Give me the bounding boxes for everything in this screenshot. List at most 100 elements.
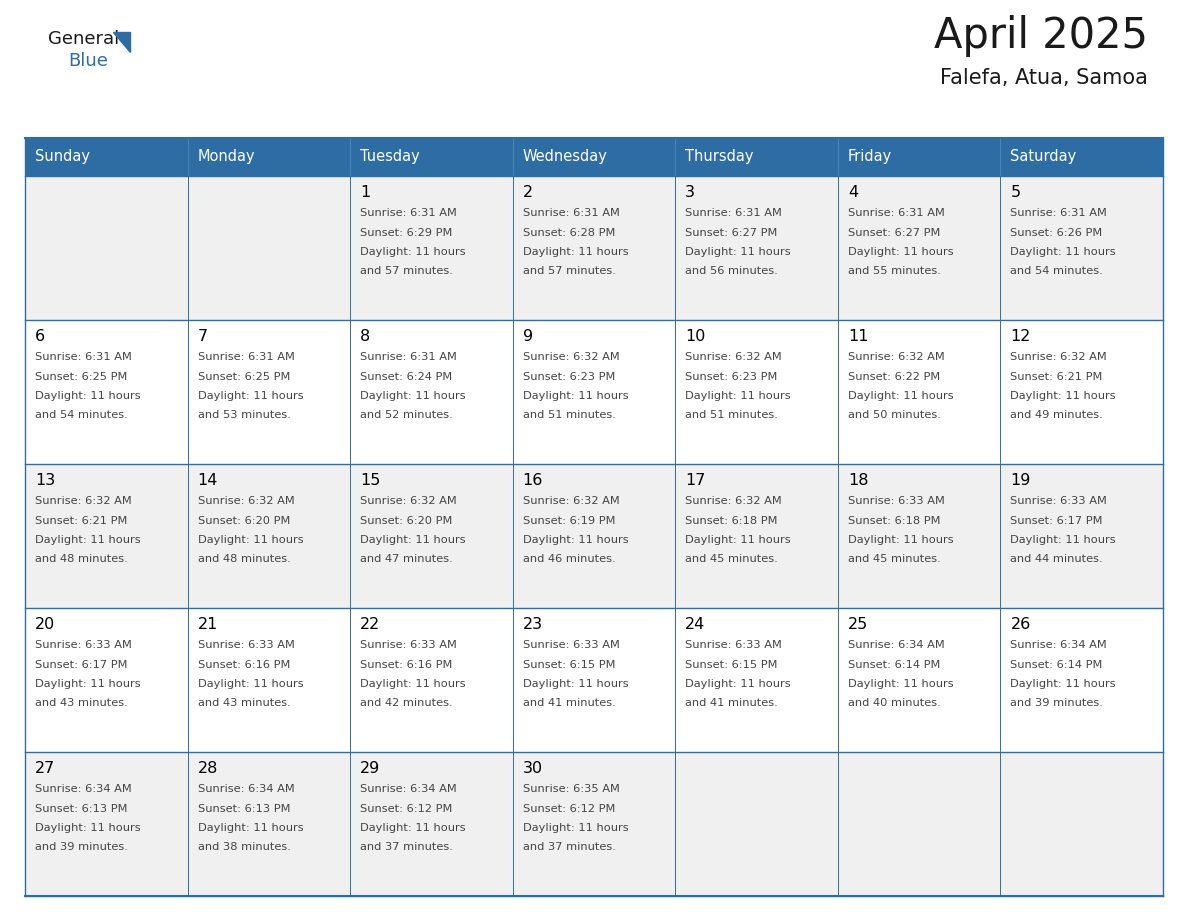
Text: Sunset: 6:20 PM: Sunset: 6:20 PM [360,516,453,525]
Text: Sunset: 6:23 PM: Sunset: 6:23 PM [523,372,615,382]
Bar [188,320,350,464]
Text: and 57 minutes.: and 57 minutes. [523,266,615,276]
Bar [1000,608,1163,752]
Bar [350,138,513,176]
Text: Sunset: 6:27 PM: Sunset: 6:27 PM [685,228,778,238]
Text: Sunrise: 6:32 AM: Sunrise: 6:32 AM [523,352,619,362]
Text: and 51 minutes.: and 51 minutes. [523,410,615,420]
Bar [838,138,1000,176]
Text: 1: 1 [360,185,371,200]
Text: Sunrise: 6:33 AM: Sunrise: 6:33 AM [523,640,620,650]
Text: Sunrise: 6:34 AM: Sunrise: 6:34 AM [197,784,295,794]
Text: Sunset: 6:16 PM: Sunset: 6:16 PM [197,659,290,669]
Text: Sunset: 6:13 PM: Sunset: 6:13 PM [197,803,290,813]
Text: Sunrise: 6:32 AM: Sunrise: 6:32 AM [197,496,295,506]
Text: Daylight: 11 hours: Daylight: 11 hours [848,391,954,401]
Bar [675,320,838,464]
Text: Sunrise: 6:31 AM: Sunrise: 6:31 AM [523,208,620,218]
Bar [675,138,838,176]
Text: Daylight: 11 hours: Daylight: 11 hours [685,391,791,401]
Text: Daylight: 11 hours: Daylight: 11 hours [360,247,466,257]
Text: Sunrise: 6:33 AM: Sunrise: 6:33 AM [360,640,457,650]
Text: and 39 minutes.: and 39 minutes. [34,843,128,853]
Text: Sunset: 6:29 PM: Sunset: 6:29 PM [360,228,453,238]
Text: 9: 9 [523,329,533,344]
Text: Sunrise: 6:31 AM: Sunrise: 6:31 AM [197,352,295,362]
Text: and 38 minutes.: and 38 minutes. [197,843,290,853]
Text: Sunrise: 6:33 AM: Sunrise: 6:33 AM [1011,496,1107,506]
Bar [350,608,513,752]
Text: Daylight: 11 hours: Daylight: 11 hours [685,535,791,545]
Bar [350,752,513,896]
Text: Sunrise: 6:31 AM: Sunrise: 6:31 AM [34,352,132,362]
Bar [838,320,1000,464]
Text: Daylight: 11 hours: Daylight: 11 hours [523,391,628,401]
Bar [675,464,838,608]
Text: and 44 minutes.: and 44 minutes. [1011,554,1102,565]
Text: Sunrise: 6:31 AM: Sunrise: 6:31 AM [685,208,782,218]
Polygon shape [114,32,131,52]
Bar [838,176,1000,320]
Text: Sunset: 6:17 PM: Sunset: 6:17 PM [1011,516,1102,525]
Text: 18: 18 [848,473,868,488]
Text: Sunset: 6:17 PM: Sunset: 6:17 PM [34,659,127,669]
Text: Daylight: 11 hours: Daylight: 11 hours [360,391,466,401]
Bar [513,608,675,752]
Bar [188,752,350,896]
Text: Sunset: 6:22 PM: Sunset: 6:22 PM [848,372,940,382]
Text: General: General [48,30,119,48]
Text: Daylight: 11 hours: Daylight: 11 hours [34,679,140,689]
Text: Sunrise: 6:32 AM: Sunrise: 6:32 AM [685,352,782,362]
Text: Sunrise: 6:31 AM: Sunrise: 6:31 AM [360,352,457,362]
Text: 13: 13 [34,473,56,488]
Text: Daylight: 11 hours: Daylight: 11 hours [34,535,140,545]
Bar [838,752,1000,896]
Text: Sunrise: 6:35 AM: Sunrise: 6:35 AM [523,784,620,794]
Text: and 57 minutes.: and 57 minutes. [360,266,453,276]
Text: Daylight: 11 hours: Daylight: 11 hours [1011,535,1116,545]
Text: Daylight: 11 hours: Daylight: 11 hours [848,679,954,689]
Bar [838,608,1000,752]
Text: and 41 minutes.: and 41 minutes. [523,699,615,709]
Text: Sunset: 6:15 PM: Sunset: 6:15 PM [685,659,778,669]
Text: 11: 11 [848,329,868,344]
Text: Daylight: 11 hours: Daylight: 11 hours [197,391,303,401]
Text: Sunrise: 6:34 AM: Sunrise: 6:34 AM [360,784,457,794]
Text: and 47 minutes.: and 47 minutes. [360,554,453,565]
Bar [25,752,188,896]
Text: and 43 minutes.: and 43 minutes. [197,699,290,709]
Text: and 45 minutes.: and 45 minutes. [685,554,778,565]
Text: Sunrise: 6:33 AM: Sunrise: 6:33 AM [848,496,944,506]
Text: Friday: Friday [848,150,892,164]
Bar [675,176,838,320]
Text: and 41 minutes.: and 41 minutes. [685,699,778,709]
Bar [838,464,1000,608]
Bar [350,320,513,464]
Bar [25,176,188,320]
Text: Sunday: Sunday [34,150,90,164]
Bar [675,752,838,896]
Bar [350,176,513,320]
Text: 29: 29 [360,761,380,776]
Text: 15: 15 [360,473,380,488]
Text: 28: 28 [197,761,217,776]
Text: Daylight: 11 hours: Daylight: 11 hours [360,535,466,545]
Text: 20: 20 [34,617,56,632]
Text: Sunset: 6:27 PM: Sunset: 6:27 PM [848,228,940,238]
Text: 30: 30 [523,761,543,776]
Text: 12: 12 [1011,329,1031,344]
Text: Sunrise: 6:31 AM: Sunrise: 6:31 AM [360,208,457,218]
Text: 10: 10 [685,329,706,344]
Text: Sunset: 6:14 PM: Sunset: 6:14 PM [1011,659,1102,669]
Text: Sunset: 6:12 PM: Sunset: 6:12 PM [360,803,453,813]
Text: Sunset: 6:14 PM: Sunset: 6:14 PM [848,659,940,669]
Text: and 54 minutes.: and 54 minutes. [1011,266,1104,276]
Bar [675,608,838,752]
Text: Daylight: 11 hours: Daylight: 11 hours [523,247,628,257]
Text: Sunrise: 6:31 AM: Sunrise: 6:31 AM [848,208,944,218]
Text: and 55 minutes.: and 55 minutes. [848,266,941,276]
Text: Daylight: 11 hours: Daylight: 11 hours [360,823,466,833]
Text: and 52 minutes.: and 52 minutes. [360,410,453,420]
Text: Sunrise: 6:32 AM: Sunrise: 6:32 AM [523,496,619,506]
Bar [1000,464,1163,608]
